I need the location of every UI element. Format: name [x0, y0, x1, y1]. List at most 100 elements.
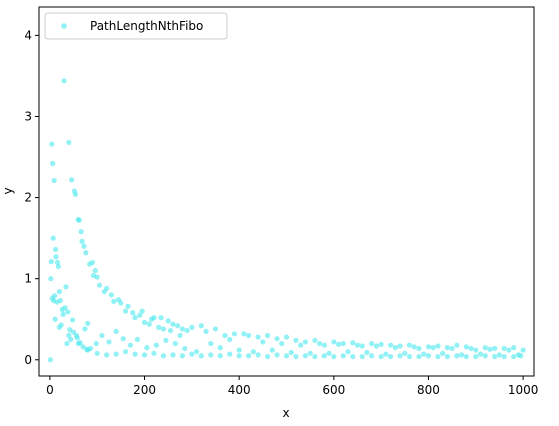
- data-point: [94, 350, 100, 356]
- data-point: [331, 339, 337, 345]
- data-point: [94, 274, 100, 280]
- data-point: [496, 352, 503, 358]
- data-point: [463, 344, 469, 350]
- data-point: [473, 347, 479, 353]
- data-point: [82, 326, 88, 332]
- data-point: [134, 336, 141, 343]
- data-point: [57, 297, 63, 304]
- data-point: [151, 315, 157, 321]
- data-point: [172, 340, 178, 347]
- data-point: [189, 324, 195, 330]
- x-axis-label: x: [282, 406, 289, 420]
- data-point: [85, 320, 91, 326]
- data-point: [125, 303, 131, 309]
- data-point: [113, 351, 119, 357]
- data-point: [246, 353, 252, 359]
- data-point: [111, 298, 117, 304]
- data-point: [369, 353, 375, 359]
- data-point: [283, 353, 290, 359]
- data-point: [231, 331, 238, 337]
- data-point: [487, 346, 493, 352]
- data-point: [69, 177, 75, 183]
- data-point: [283, 334, 290, 340]
- data-point: [307, 350, 313, 356]
- data-point: [482, 345, 488, 351]
- data-point: [65, 309, 71, 315]
- data-point: [80, 344, 86, 350]
- data-point: [425, 353, 432, 359]
- data-point: [212, 326, 219, 332]
- data-point: [335, 341, 342, 347]
- data-point: [99, 332, 105, 339]
- data-point: [53, 254, 59, 260]
- data-point: [85, 347, 91, 353]
- y-axis-label: y: [1, 187, 15, 194]
- data-point: [108, 292, 114, 298]
- data-point: [153, 342, 159, 348]
- data-point: [435, 353, 441, 360]
- data-point: [260, 339, 266, 345]
- data-point: [511, 345, 517, 351]
- data-point: [106, 339, 112, 345]
- data-point: [137, 312, 143, 318]
- data-point: [208, 352, 214, 358]
- points-layer: [47, 78, 526, 363]
- data-point: [132, 351, 138, 357]
- data-point: [92, 267, 98, 274]
- data-point: [113, 328, 119, 334]
- data-point: [67, 327, 73, 333]
- y-tick-label: 1: [24, 272, 32, 286]
- data-point: [501, 353, 507, 360]
- y-tick-label: 2: [24, 191, 32, 205]
- data-point: [312, 353, 318, 360]
- data-point: [208, 340, 214, 347]
- data-point: [158, 315, 164, 321]
- data-point: [459, 352, 465, 358]
- data-point: [340, 353, 346, 359]
- data-point: [350, 353, 356, 360]
- data-point: [463, 353, 469, 360]
- data-point: [373, 343, 380, 349]
- data-point: [326, 350, 332, 356]
- data-point: [50, 160, 56, 167]
- data-point: [144, 345, 150, 351]
- data-point: [506, 347, 512, 353]
- data-point: [236, 353, 242, 359]
- data-point: [151, 350, 157, 356]
- data-point: [274, 336, 280, 342]
- data-point: [454, 342, 460, 348]
- data-point: [163, 337, 169, 343]
- data-point: [406, 342, 413, 348]
- data-point: [48, 259, 54, 265]
- data-point: [302, 353, 309, 359]
- x-tick-label: 200: [133, 383, 156, 397]
- data-point: [293, 353, 299, 360]
- data-point: [78, 229, 84, 235]
- data-point: [79, 238, 85, 244]
- data-point: [317, 340, 323, 347]
- data-point: [179, 326, 185, 332]
- data-point: [298, 342, 304, 348]
- plot-frame: [38, 6, 535, 377]
- data-point: [83, 250, 89, 256]
- data-point: [49, 141, 55, 147]
- data-point: [397, 343, 403, 349]
- data-point: [118, 300, 124, 306]
- data-point: [388, 353, 394, 360]
- y-tick-label: 3: [24, 109, 32, 123]
- data-point: [193, 349, 200, 355]
- data-point: [383, 351, 389, 357]
- data-point: [139, 308, 145, 314]
- data-point: [76, 217, 82, 223]
- data-point: [52, 293, 58, 299]
- data-point: [50, 235, 56, 241]
- data-point: [104, 352, 110, 358]
- data-point: [63, 284, 69, 290]
- x-tick-label: 0: [46, 383, 54, 397]
- data-point: [378, 341, 384, 347]
- data-point: [177, 332, 183, 339]
- data-point: [468, 345, 474, 352]
- data-point: [52, 246, 59, 253]
- data-point: [354, 342, 361, 348]
- data-point: [511, 353, 517, 360]
